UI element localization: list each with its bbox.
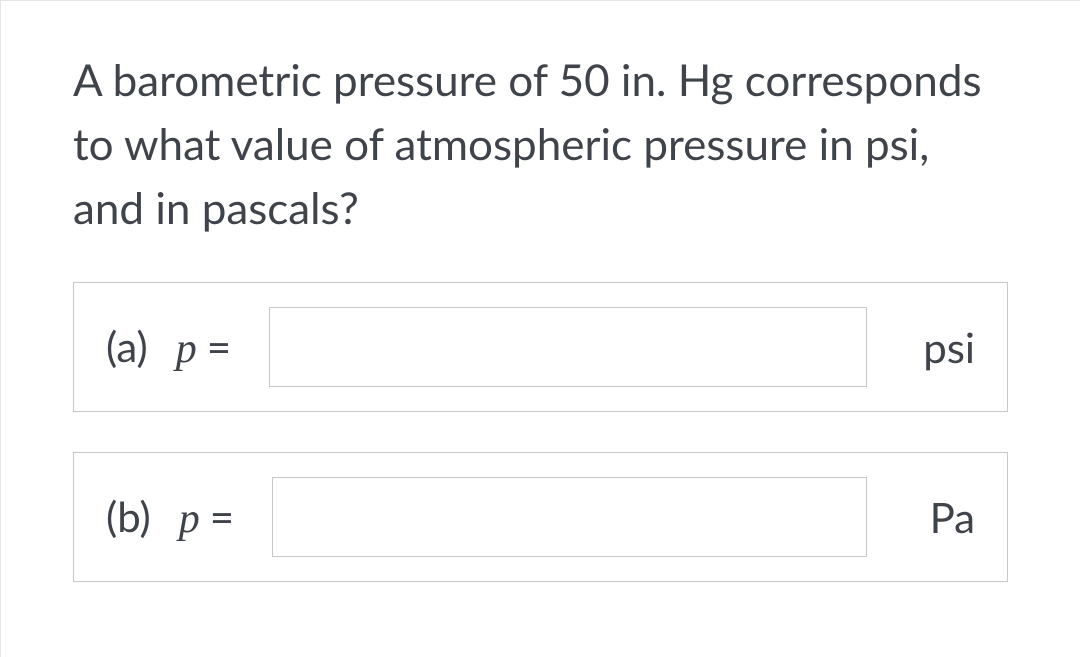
part-a-variable: p bbox=[176, 325, 197, 373]
question-text: A barometric pressure of 50 in. Hg corre… bbox=[73, 49, 1008, 240]
part-b-input[interactable] bbox=[272, 477, 867, 557]
part-b-label: (b) p = bbox=[106, 491, 234, 543]
part-a-equals: = bbox=[207, 321, 231, 371]
answer-box-a: (a) p = psi bbox=[73, 282, 1008, 412]
part-b-equals: = bbox=[210, 491, 234, 541]
part-a-unit: psi bbox=[907, 322, 975, 372]
part-a-input[interactable] bbox=[269, 307, 867, 387]
part-b-variable: p bbox=[179, 495, 200, 543]
part-a-paren: (a) bbox=[106, 321, 148, 371]
part-a-label: (a) p = bbox=[106, 321, 231, 373]
part-b-unit: Pa bbox=[907, 492, 975, 542]
question-frame: A barometric pressure of 50 in. Hg corre… bbox=[0, 0, 1080, 657]
answer-box-b: (b) p = Pa bbox=[73, 452, 1008, 582]
part-b-paren: (b) bbox=[106, 491, 151, 541]
